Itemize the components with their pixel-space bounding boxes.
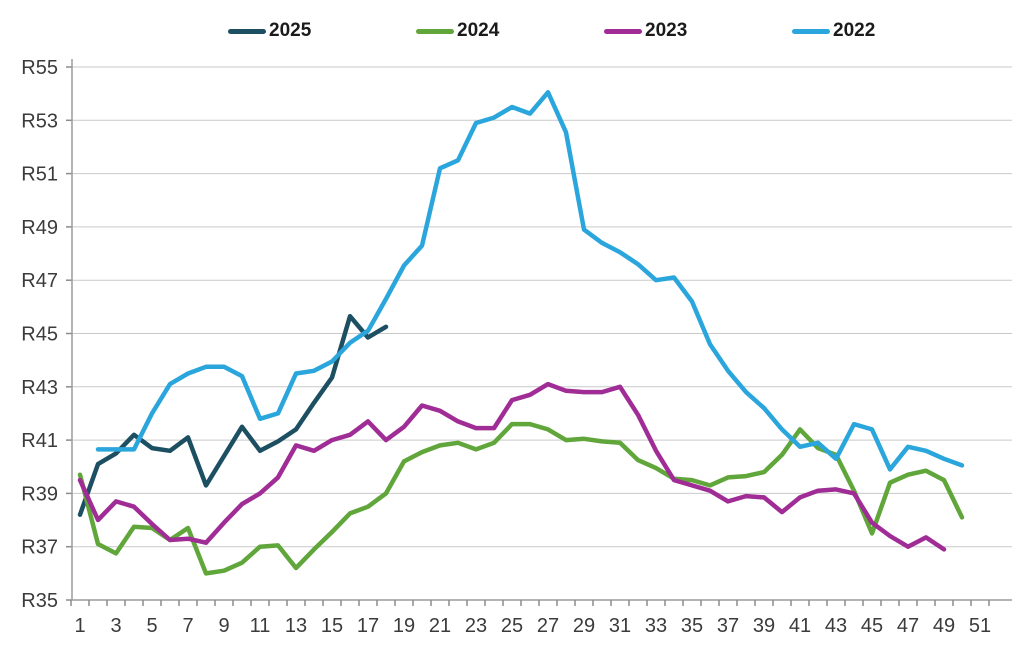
y-axis-label: R43 [21, 377, 58, 399]
x-axis-label: 43 [825, 615, 847, 637]
legend-swatch-2024-icon [416, 28, 454, 34]
x-axis-label: 29 [573, 615, 595, 637]
legend-swatch-2022-icon [792, 28, 830, 34]
y-axis-label: R47 [21, 270, 58, 292]
x-axis-label: 39 [753, 615, 775, 637]
x-axis-label: 37 [717, 615, 739, 637]
legend-item-2023: 2023 [604, 20, 692, 42]
legend-item-2025: 2025 [228, 20, 316, 42]
x-axis-label: 35 [681, 615, 703, 637]
x-axis-label: 23 [465, 615, 487, 637]
x-axis-label: 15 [321, 615, 343, 637]
x-axis-label: 9 [218, 615, 229, 637]
legend-item-2022: 2022 [792, 20, 880, 42]
x-axis-label: 3 [110, 615, 121, 637]
y-axis-label: R37 [21, 537, 58, 559]
y-axis-label: R53 [21, 110, 58, 132]
x-axis-label: 17 [357, 615, 379, 637]
series-line-2023 [77, 381, 947, 552]
legend-swatch-2025-icon [228, 28, 266, 34]
y-axis-label: R35 [21, 590, 58, 612]
series-line-2024 [77, 421, 965, 576]
x-axis-label: 13 [285, 615, 307, 637]
x-axis-label: 51 [969, 615, 991, 637]
legend-label: 2025 [269, 20, 312, 41]
legend-item-2024: 2024 [416, 20, 504, 42]
x-axis-label: 7 [182, 615, 193, 637]
x-axis-label: 25 [501, 615, 523, 637]
x-axis-label: 21 [429, 615, 451, 637]
x-axis-label: 33 [645, 615, 667, 637]
series-line-2022 [95, 90, 965, 472]
legend-label: 2024 [457, 20, 500, 41]
y-axis-label: R45 [21, 324, 58, 346]
x-axis-label: 41 [789, 615, 811, 637]
x-axis-label: 19 [393, 615, 415, 637]
legend: 2025 2024 2023 2022 [228, 20, 880, 42]
y-axis-label: R51 [21, 164, 58, 186]
y-axis-label: R49 [21, 217, 58, 239]
y-axis-label: R41 [21, 430, 58, 452]
legend-swatch-2023-icon [604, 28, 642, 34]
x-axis-label: 49 [933, 615, 955, 637]
x-axis-label: 1 [74, 615, 85, 637]
y-axis-label: R39 [21, 483, 58, 505]
x-axis-label: 31 [609, 615, 631, 637]
x-axis-label: 45 [861, 615, 883, 637]
x-axis-label: 5 [146, 615, 157, 637]
legend-label: 2022 [833, 20, 876, 41]
series-line-2025 [77, 313, 389, 517]
x-axis-label: 11 [250, 615, 271, 637]
x-axis-label: 47 [897, 615, 919, 637]
legend-label: 2023 [645, 20, 688, 41]
y-axis-label: R55 [21, 57, 58, 79]
x-axis-label: 27 [537, 615, 559, 637]
